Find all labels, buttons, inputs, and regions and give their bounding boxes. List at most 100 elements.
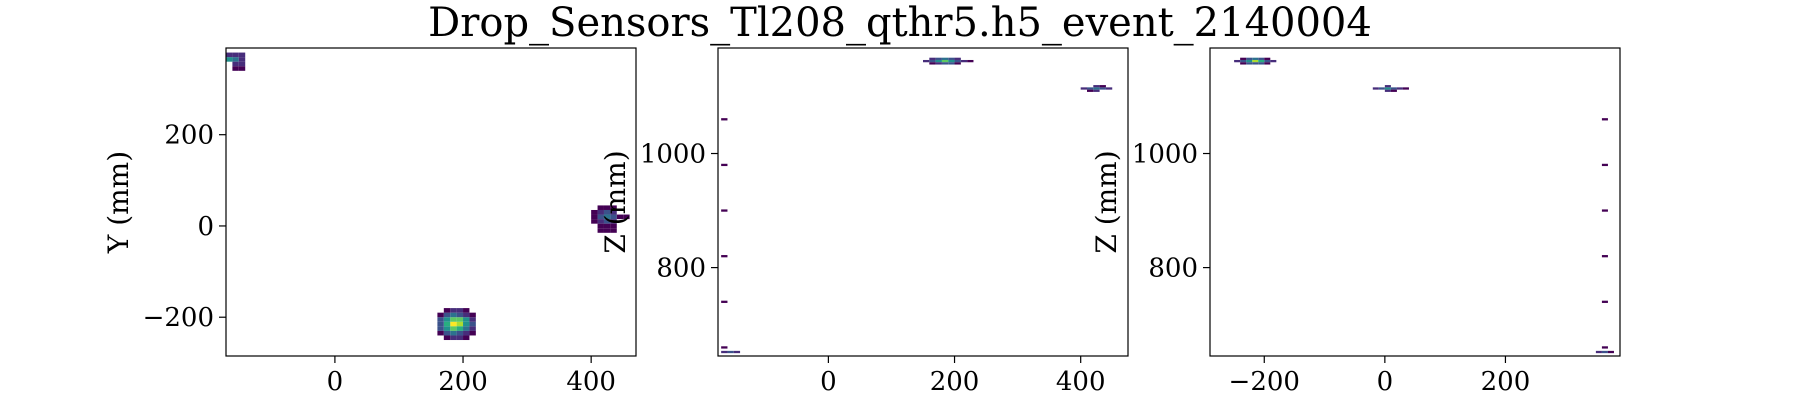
y-axis-label: Y (mm): [102, 151, 135, 254]
heatmap-cell: [437, 330, 444, 336]
heatmap-cell: [948, 57, 955, 60]
heatmap-cell: [1240, 62, 1247, 65]
heatmap-cell: [597, 228, 604, 233]
heatmap-cell: [463, 330, 470, 336]
heatmap-cell: [443, 335, 451, 341]
heatmap-cell: [1252, 62, 1259, 65]
heatmap-cell: [1105, 87, 1113, 90]
panel-yz: −200 0 200 800 1000 Z (mm): [1090, 47, 1621, 397]
heatmap-cell: [935, 62, 942, 65]
heatmap-cell: [1384, 85, 1391, 88]
heatmap-cells-yz: [1234, 57, 1614, 354]
heatmap-cell: [954, 62, 961, 65]
y-axis-label: Z (mm): [1090, 150, 1123, 253]
heatmap-cell: [1099, 85, 1106, 88]
heatmap-cell: [967, 59, 974, 63]
y-tick-label: 800: [656, 254, 706, 284]
axes-frame-xy: [225, 47, 637, 357]
heatmap-cell: [721, 346, 728, 349]
heatmap-cell: [463, 312, 470, 318]
heatmap-cell: [603, 223, 611, 229]
heatmap-cell: [456, 312, 464, 318]
heatmap-cell: [1240, 57, 1247, 60]
heatmap-cell: [443, 326, 451, 331]
heatmap-cell: [591, 209, 598, 215]
heatmap-cell: [437, 326, 444, 331]
heatmap-cell: [232, 57, 239, 62]
y-tick-label: 800: [1148, 254, 1198, 284]
heatmap-cell: [437, 312, 444, 318]
heatmap-cell: [1087, 89, 1094, 92]
heatmap-cell: [1390, 89, 1397, 92]
heatmap-cell: [954, 59, 961, 63]
heatmap-cell: [929, 59, 936, 63]
heatmap-cell: [1601, 300, 1608, 303]
heatmap-cell: [610, 228, 617, 233]
heatmap-cell: [450, 308, 457, 313]
heatmap-cell: [603, 205, 611, 210]
heatmap-cell: [610, 219, 617, 224]
heatmap-cell: [456, 330, 464, 336]
heatmap-cell: [1378, 87, 1385, 90]
heatmap-cell: [450, 330, 457, 336]
heatmap-cell: [1258, 62, 1265, 65]
x-tick-label: 400: [566, 367, 616, 397]
heatmap-cell: [232, 61, 239, 67]
heatmap-cell: [456, 321, 464, 327]
heatmap-cell: [1384, 89, 1391, 92]
heatmap-cell: [941, 62, 949, 65]
heatmap-cell: [733, 350, 741, 354]
y-axis-label: Z (mm): [599, 150, 632, 253]
heatmap-cell: [437, 317, 444, 322]
heatmap-cell: [443, 321, 451, 327]
heatmap-cell: [1402, 87, 1409, 90]
y-tick-label: 1000: [640, 140, 706, 170]
heatmap-cell: [238, 57, 246, 62]
heatmap-cell: [960, 59, 968, 63]
heatmap-cell: [929, 62, 936, 65]
heatmap-cell: [1601, 163, 1608, 167]
heatmap-cells-xy: [226, 52, 630, 341]
heatmap-cell: [1264, 59, 1271, 63]
heatmap-cell: [597, 219, 604, 224]
heatmap-cell: [226, 57, 233, 62]
heatmap-cell: [1087, 87, 1094, 90]
heatmap-cell: [469, 312, 476, 318]
heatmap-cell: [1595, 350, 1602, 354]
heatmap-cell: [610, 214, 617, 220]
x-tick-label: 0: [1377, 367, 1394, 397]
panel-xz: 0 200 400 800 1000 Z (mm): [599, 47, 1129, 397]
heatmap-cell: [437, 321, 444, 327]
heatmap-cell: [1601, 255, 1608, 258]
heatmap-cell: [603, 214, 611, 220]
heatmap-cell: [948, 62, 955, 65]
y-tick-label: 200: [164, 121, 214, 151]
heatmap-cell: [443, 330, 451, 336]
heatmap-cell: [450, 317, 457, 322]
heatmap-cell: [450, 335, 457, 341]
heatmap-cell: [463, 308, 470, 313]
heatmap-cell: [1264, 62, 1271, 65]
heatmap-cell: [1252, 57, 1259, 60]
heatmap-cell: [443, 317, 451, 322]
heatmap-cell: [721, 118, 728, 121]
heatmap-cell: [1258, 57, 1265, 60]
heatmap-cell: [443, 308, 451, 313]
heatmap-cell: [469, 317, 476, 322]
heatmap-cell: [597, 214, 604, 220]
heatmap-cell: [469, 330, 476, 336]
heatmap-cell: [1093, 85, 1100, 88]
heatmap-cell: [597, 223, 604, 229]
heatmap-cell: [238, 52, 246, 58]
heatmap-cell: [591, 214, 598, 220]
heatmap-cell: [935, 57, 942, 60]
x-tick-label: 200: [438, 367, 488, 397]
x-tick-label: 400: [1056, 367, 1106, 397]
heatmap-cell: [603, 219, 611, 224]
heatmap-cell: [463, 335, 470, 341]
heatmap-cell: [463, 321, 470, 327]
y-tick-label: −200: [143, 303, 214, 333]
heatmap-cell: [456, 308, 464, 313]
y-tick-label: 1000: [1132, 140, 1198, 170]
heatmap-cell: [226, 52, 233, 58]
